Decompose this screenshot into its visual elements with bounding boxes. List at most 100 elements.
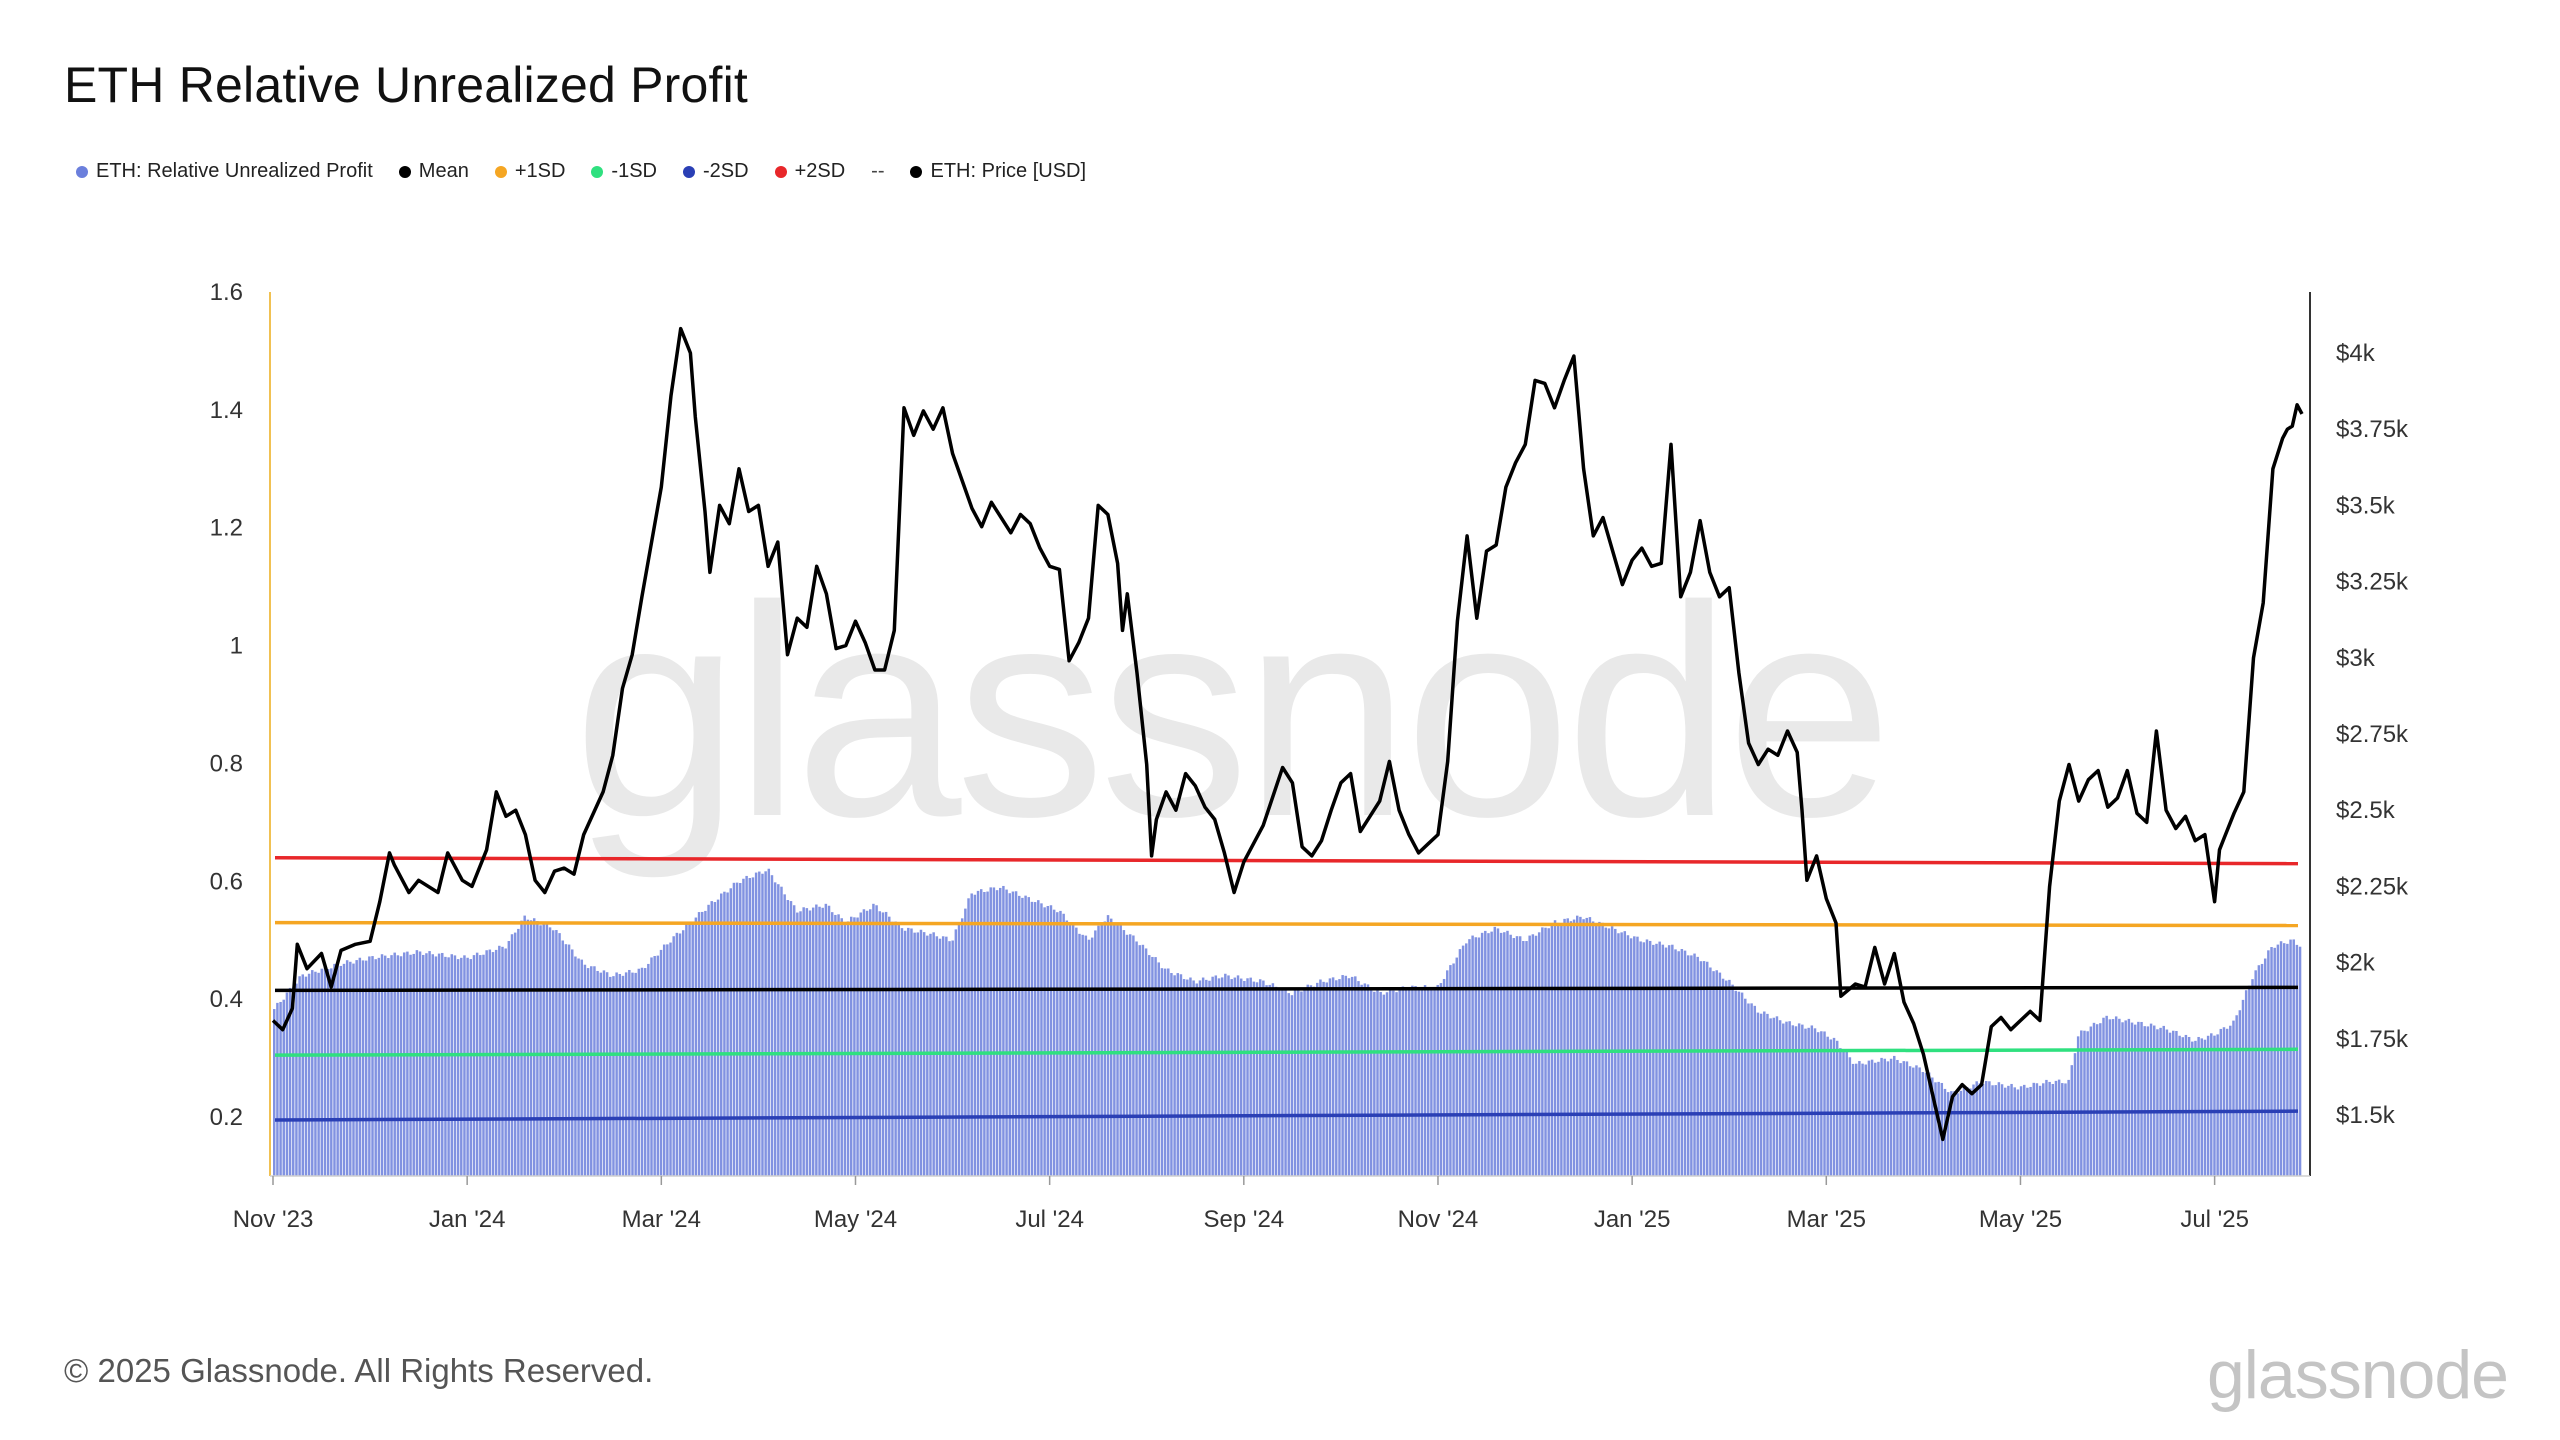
rup-bar <box>1430 989 1433 1176</box>
rup-bar <box>1436 984 1439 1176</box>
rup-bar <box>615 972 618 1176</box>
rup-bar <box>580 959 583 1176</box>
rup-bar <box>697 912 701 1176</box>
rup-bar <box>1759 1013 1763 1176</box>
legend-item-rup[interactable]: ETH: Relative Unrealized Profit <box>76 160 373 183</box>
rup-bar <box>320 968 324 1176</box>
rup-bar <box>672 936 675 1176</box>
rup-bar <box>434 956 438 1176</box>
rup-bar <box>1912 1067 1915 1176</box>
rup-bar <box>1398 988 1401 1176</box>
rup-bar <box>475 952 479 1176</box>
rup-bar <box>1043 907 1046 1176</box>
legend-item-minus2sd[interactable]: -2SD <box>682 160 749 183</box>
rup-bar <box>1598 921 1601 1176</box>
rup-bar <box>2019 1086 2023 1176</box>
rup-bar <box>1458 949 1462 1176</box>
rup-bar <box>720 893 723 1176</box>
rup-bar <box>777 884 780 1176</box>
rup-bar <box>1877 1061 1880 1176</box>
rup-bar <box>1639 941 1642 1176</box>
rup-bar <box>298 976 301 1176</box>
rup-bar <box>957 922 961 1176</box>
x-tick-label: May '24 <box>814 1206 897 1233</box>
rup-bar <box>1870 1059 1874 1176</box>
rup-bar <box>1201 977 1205 1176</box>
rup-bar <box>1090 937 1094 1176</box>
rup-bar <box>2051 1084 2055 1176</box>
rup-bar <box>2032 1082 2035 1176</box>
rup-bar <box>2124 1020 2127 1176</box>
rup-bar <box>1423 985 1427 1176</box>
rup-bar <box>1154 957 1157 1176</box>
rup-bar <box>2248 985 2251 1176</box>
rup-bar <box>1633 936 1636 1176</box>
rup-bar <box>1864 1064 1867 1176</box>
rup-bar <box>1084 935 1088 1176</box>
rup-bar <box>1360 984 1363 1176</box>
rup-bar <box>1686 955 1690 1176</box>
rup-bar <box>643 968 647 1176</box>
rup-bar <box>1148 955 1151 1176</box>
legend-item-minus1sd[interactable]: -1SD <box>591 160 657 183</box>
rup-bar <box>2038 1085 2042 1176</box>
rup-bar <box>1395 992 1398 1176</box>
rup-bar <box>2029 1086 2032 1176</box>
rup-bar <box>1810 1025 1814 1176</box>
rup-bar <box>1899 1063 1902 1176</box>
legend-item-plus1sd[interactable]: +1SD <box>494 160 565 183</box>
rup-bar <box>1617 933 1620 1176</box>
rup-bar <box>2016 1089 2020 1176</box>
rup-bar <box>361 960 365 1176</box>
rup-bar <box>491 952 495 1176</box>
rup-bar <box>2143 1026 2146 1176</box>
rup-bar <box>1376 990 1379 1176</box>
rup-bar <box>1312 986 1316 1176</box>
rup-bar <box>1766 1013 1769 1176</box>
rup-bar <box>1522 941 1525 1176</box>
legend-item-mean[interactable]: Mean <box>398 160 469 183</box>
rup-bar <box>488 949 492 1176</box>
rup-bar <box>979 889 983 1176</box>
axes: 0.2 0.4 0.6 0.8 1 1.2 1.4 1.6 $1.5k $1.75k $2k $2.2… <box>210 279 2409 1233</box>
rup-bar <box>1915 1065 1918 1176</box>
rup-bar <box>1411 985 1414 1176</box>
rup-bar <box>884 911 888 1176</box>
rup-bar <box>888 916 891 1176</box>
rup-bar <box>1474 937 1478 1176</box>
rup-bar <box>764 871 767 1176</box>
rup-bar <box>856 917 859 1176</box>
rup-bar <box>2010 1083 2013 1176</box>
rup-bar <box>808 910 812 1176</box>
rup-bar <box>983 892 986 1176</box>
rup-bar <box>748 878 752 1176</box>
rup-bar <box>2099 1023 2102 1176</box>
rup-bar <box>1677 951 1680 1176</box>
rup-bar <box>1369 989 1373 1176</box>
rup-bar <box>1176 973 1180 1176</box>
x-tick-label: Jan '25 <box>1594 1206 1671 1233</box>
rup-bar <box>1667 945 1671 1176</box>
rup-bar <box>1420 988 1424 1176</box>
rup-bar <box>1683 950 1687 1176</box>
rup-bar <box>951 940 954 1176</box>
rup-bar <box>2181 1037 2184 1176</box>
rup-bar <box>1747 1003 1750 1176</box>
rup-bar <box>1071 922 1075 1176</box>
rup-bar <box>713 902 717 1176</box>
left-tick-label: 1.2 <box>210 515 243 542</box>
rup-bar <box>1728 979 1731 1176</box>
rup-bar <box>1290 995 1294 1176</box>
rup-bar <box>1116 925 1119 1176</box>
rup-bar <box>685 923 688 1176</box>
legend-item-price[interactable]: ETH: Price [USD] <box>910 160 1086 183</box>
rup-bar <box>1319 979 1322 1176</box>
rup-bar <box>399 956 403 1176</box>
rup-bar <box>285 992 289 1176</box>
legend-label-minus2sd: -2SD <box>702 160 749 182</box>
legend-item-plus2sd[interactable]: +2SD <box>774 160 845 183</box>
legend-separator: -- <box>871 160 885 182</box>
rup-bar <box>1785 1021 1788 1176</box>
rup-bar <box>460 957 463 1176</box>
rup-bar <box>647 963 650 1176</box>
